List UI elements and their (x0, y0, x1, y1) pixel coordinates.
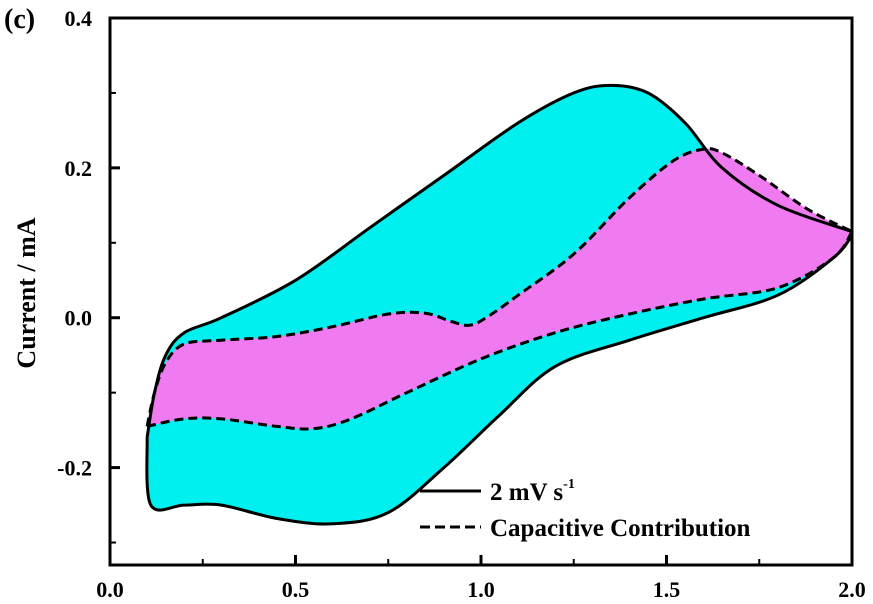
x-tick-label: 0.5 (282, 577, 310, 602)
x-tick-label: 2.0 (838, 577, 866, 602)
y-axis-ticks: -0.2 0.0 0.2 0.4 (57, 6, 120, 544)
legend-label-capacitive: Capacitive Contribution (490, 515, 751, 542)
legend-label-scan-rate-exponent: -1 (563, 477, 575, 492)
legend: 2 mV s-1 Capacitive Contribution (420, 477, 751, 542)
x-axis-ticks: 0.0 0.5 1.0 1.5 2.0 (96, 555, 866, 602)
panel-label: (c) (4, 4, 35, 35)
y-tick-label: 0.0 (65, 306, 93, 331)
legend-label-scan-rate: 2 mV s-1 (490, 477, 575, 506)
legend-label-scan-rate-main: 2 mV s (490, 479, 563, 506)
x-tick-label: 0.0 (96, 577, 124, 602)
y-tick-label: 0.4 (65, 6, 93, 31)
y-axis-title: Current / mA (12, 217, 41, 368)
total-cv-area-lower-line (145, 234, 854, 526)
capacitive-area-upper-line (145, 147, 853, 427)
y-tick-label: 0.2 (65, 156, 93, 181)
capacitive-area-fill (147, 148, 853, 430)
capacitive-area-lower-line (146, 230, 854, 431)
y-tick-label: -0.2 (57, 456, 92, 481)
total-cv-area-upper-line (145, 83, 853, 438)
x-tick-label: 1.0 (467, 577, 495, 602)
plot-lines (145, 83, 854, 526)
x-tick-label: 1.5 (653, 577, 681, 602)
plot-fills (146, 85, 853, 524)
